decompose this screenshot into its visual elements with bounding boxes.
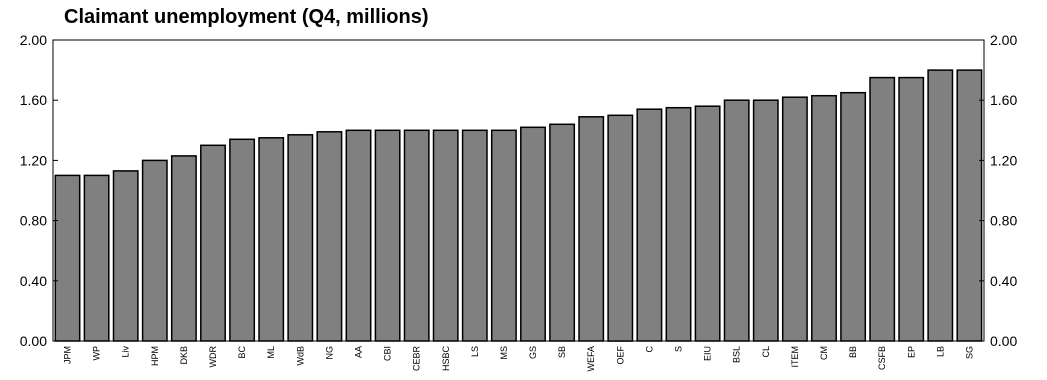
x-tick-label: SB: [557, 346, 567, 358]
bar-lb: [927, 69, 954, 342]
x-tick-label: AA: [354, 346, 364, 358]
y-tick-label-right: 0.40: [990, 273, 1017, 289]
left-y-axis: 0.00 0.40 0.80 1.20 1.60 2.00: [20, 32, 58, 349]
x-tick-label: LS: [470, 346, 480, 357]
right-y-axis: 0.00 0.40 0.80 1.20 1.60 2.00: [979, 32, 1017, 349]
x-tick-label: BB: [848, 346, 858, 358]
bar-c: [636, 108, 663, 342]
y-tick-label-left: 1.20: [20, 152, 47, 168]
bar-sg: [956, 69, 983, 342]
chart-title: Claimant unemployment (Q4, millions): [64, 6, 429, 28]
x-tick-label: S: [674, 346, 684, 352]
x-tick-label: WEFA: [586, 346, 596, 372]
bar-ep: [898, 76, 925, 342]
x-tick-label: EIU: [703, 346, 713, 361]
bar-ls: [461, 129, 488, 342]
bar-aa: [345, 129, 372, 342]
x-tick-label: CSFB: [877, 346, 887, 370]
bar-wdb: [287, 134, 314, 342]
x-tick-label: SG: [965, 346, 975, 359]
bar-hsbc: [432, 129, 459, 342]
y-tick-label-right: 1.20: [990, 152, 1017, 168]
bar-jpm: [54, 174, 81, 342]
y-tick-label-left: 0.40: [20, 273, 47, 289]
x-tick-label: ITEM: [790, 346, 800, 368]
bar-dkb: [170, 155, 197, 342]
bar-ml: [258, 137, 285, 342]
plot-area-frame: [52, 39, 985, 342]
y-tick-label-right: 1.60: [990, 92, 1017, 108]
y-tick-label-right: 2.00: [990, 32, 1017, 48]
x-tick-label: WDR: [208, 346, 218, 368]
x-tick-label: Liv: [121, 346, 131, 358]
bar-sb: [549, 123, 576, 342]
y-tick-label-left: 0.00: [20, 333, 47, 349]
bar-wefa: [578, 116, 605, 342]
bar-liv: [112, 170, 139, 342]
x-tick-label: JPM: [63, 346, 73, 364]
bar-wdr: [200, 144, 226, 342]
x-tick-label: HPM: [150, 346, 160, 366]
x-tick-label: MS: [499, 346, 509, 360]
y-tick-label-left: 1.60: [20, 92, 47, 108]
bar-csfb: [869, 76, 896, 342]
bar-group: [54, 69, 983, 342]
x-tick-label: CM: [819, 346, 829, 360]
bar-item: [781, 96, 808, 342]
x-tick-label: GS: [528, 346, 538, 359]
y-tick-label-left: 0.80: [20, 213, 47, 229]
bar-hpm: [141, 159, 168, 342]
y-tick-label-right: 0.00: [990, 333, 1017, 349]
x-tick-label: OEF: [615, 346, 625, 365]
x-tick-label: WdB: [295, 346, 305, 366]
bar-oef: [607, 114, 634, 342]
bar-cl: [752, 99, 779, 342]
x-tick-label: LB: [935, 346, 945, 357]
bar-bb: [840, 91, 867, 342]
bar-s: [665, 106, 692, 342]
x-tick-label: BSL: [732, 346, 742, 363]
bar-wp: [83, 174, 110, 342]
y-tick-label-right: 0.80: [990, 213, 1017, 229]
x-tick-label: WP: [92, 346, 102, 361]
x-tick-label: NG: [324, 346, 334, 360]
bar-cebr: [403, 129, 430, 342]
x-tick-label: CL: [761, 346, 771, 358]
bar-ng: [316, 131, 343, 342]
bar-gs: [520, 126, 546, 342]
x-tick-label: EP: [906, 346, 916, 358]
x-tick-label: HSBC: [441, 346, 451, 372]
y-tick-label-left: 2.00: [20, 32, 47, 48]
bar-bsl: [723, 99, 750, 342]
x-tick-label: BC: [237, 346, 247, 359]
x-tick-label: DKB: [179, 346, 189, 365]
bar-bc: [229, 138, 256, 342]
bar-cbi: [374, 129, 401, 342]
x-tick-label: ML: [266, 346, 276, 359]
bar-eiu: [694, 105, 721, 342]
x-tick-label: C: [644, 346, 654, 353]
x-tick-label: CBI: [383, 346, 393, 361]
bar-cm: [811, 94, 837, 342]
x-tick-label: CEBR: [412, 346, 422, 372]
x-axis-labels: JPM WP Liv HPM DKB WDR BC ML WdB NG AA CBI CEBR HSBC L…: [63, 346, 975, 372]
bar-ms: [490, 129, 517, 342]
